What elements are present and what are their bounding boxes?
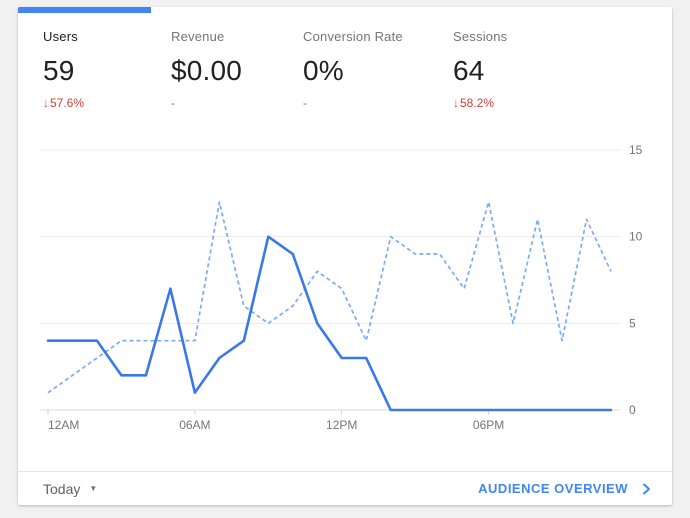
metric-delta: - xyxy=(303,96,307,110)
metric-label: Sessions xyxy=(453,29,508,44)
x-axis-tick-label: 06PM xyxy=(473,418,504,432)
date-range-selector[interactable]: Today ▼ xyxy=(43,481,97,497)
date-range-label: Today xyxy=(43,480,81,497)
metric-tab-users[interactable]: Users 59 ↓57.6% xyxy=(43,29,84,110)
chevron-right-icon xyxy=(643,483,650,494)
series-today xyxy=(46,235,613,412)
audience-overview-link[interactable]: AUDIENCE OVERVIEW xyxy=(478,481,652,496)
overview-card: Users 59 ↓57.6% Revenue $0.00 - Conversi… xyxy=(18,7,672,505)
metric-value: 64 xyxy=(453,55,485,86)
metric-delta: ↓58.2% xyxy=(453,96,507,110)
card-footer: Today ▼ AUDIENCE OVERVIEW xyxy=(18,471,672,505)
metric-tab-revenue[interactable]: Revenue $0.00 - xyxy=(171,29,242,110)
metric-value: $0.00 xyxy=(171,55,243,86)
y-axis-tick-label: 5 xyxy=(629,316,636,330)
down-arrow-icon: ↓ xyxy=(43,96,49,110)
selected-tab-indicator xyxy=(18,7,151,13)
dropdown-arrow-icon: ▼ xyxy=(89,483,98,493)
series-comparison xyxy=(47,201,612,394)
metric-label: Revenue xyxy=(171,29,225,44)
metric-label: Users xyxy=(43,29,78,44)
x-axis-tick-label: 06AM xyxy=(179,418,210,432)
down-arrow-icon: ↓ xyxy=(453,96,459,110)
metric-delta-value: 58.2% xyxy=(460,96,495,110)
x-axis-tick-label: 12AM xyxy=(48,418,79,432)
metric-tab-sessions[interactable]: Sessions 64 ↓58.2% xyxy=(453,29,507,110)
metric-delta: ↓57.6% xyxy=(43,96,84,110)
audience-overview-label: AUDIENCE OVERVIEW xyxy=(478,481,628,496)
y-axis-tick-label: 15 xyxy=(629,143,643,157)
metric-delta-value: 57.6% xyxy=(50,96,85,110)
metric-delta: - xyxy=(171,96,175,110)
metric-value: 59 xyxy=(43,55,75,86)
metric-label: Conversion Rate xyxy=(303,29,403,44)
metric-tab-conversion-rate[interactable]: Conversion Rate 0% - xyxy=(303,29,403,110)
y-axis-tick-label: 10 xyxy=(629,230,643,244)
x-axis-tick-label: 12PM xyxy=(326,418,357,432)
y-axis-tick-label: 0 xyxy=(629,403,636,417)
metric-value: 0% xyxy=(303,55,344,86)
